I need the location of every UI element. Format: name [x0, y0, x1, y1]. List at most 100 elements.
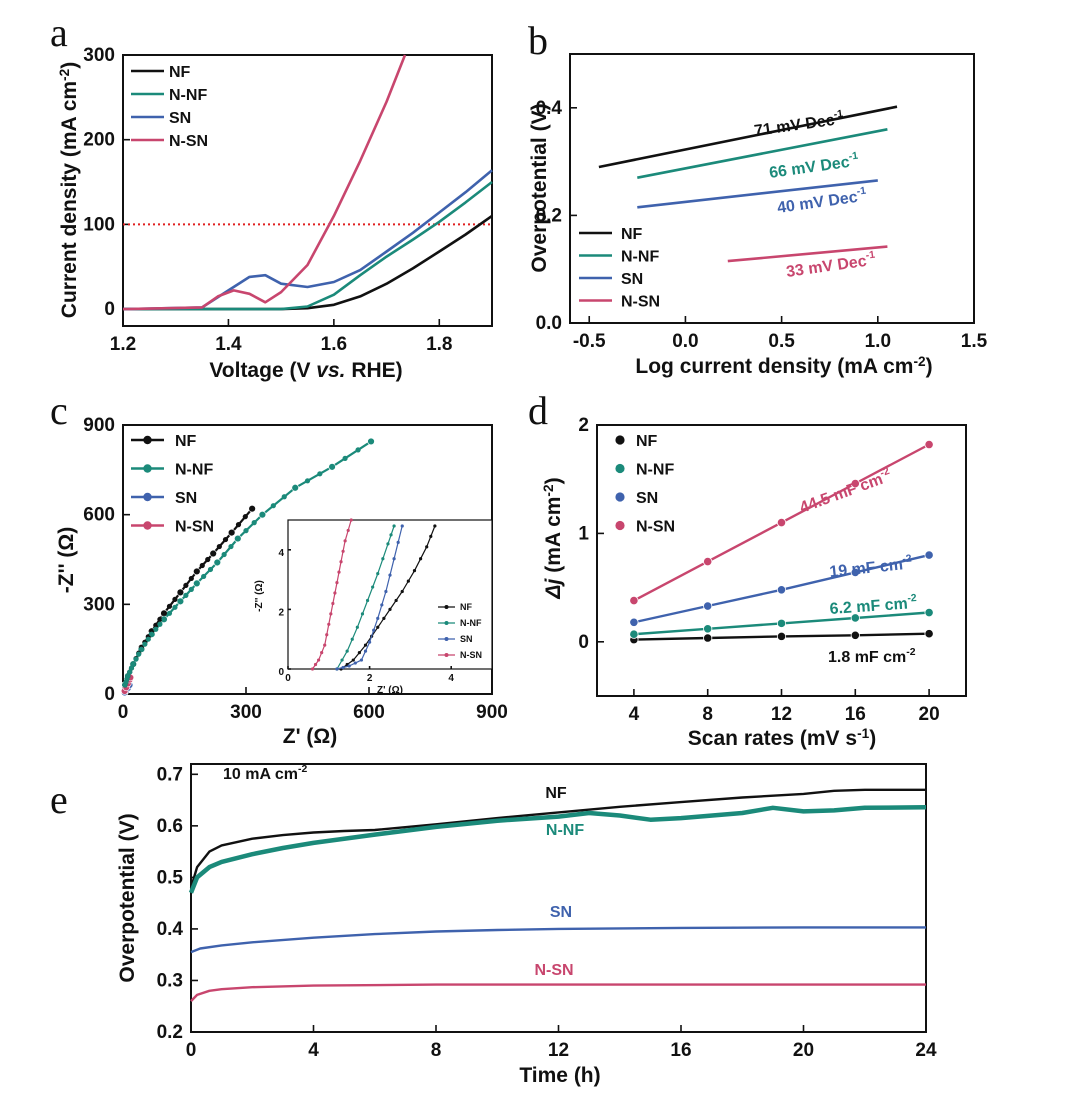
series-line-NF: [189, 788, 926, 889]
inset-data-point-N-SN: [310, 667, 315, 671]
legend-label-N-SN: N-SN: [169, 133, 208, 150]
x-axis-title: Time (h): [519, 1064, 600, 1087]
y-tick-label: 0.4: [157, 919, 184, 940]
chart-title: 10 mA cm-2: [223, 764, 307, 783]
inset-y-axis-title: -Z'' (Ω): [254, 580, 265, 612]
slope-annotation-SN-part: -2: [902, 553, 913, 565]
inset-data-point-SN: [372, 628, 376, 632]
y-tick-label: 0.5: [157, 867, 184, 888]
data-point-N-NF: [776, 618, 787, 628]
panel-label: c: [50, 388, 68, 433]
data-point-dense-N-NF: [235, 535, 241, 542]
y-tick-label: 600: [83, 505, 115, 526]
y-tick-label: 0: [104, 684, 115, 705]
x-tick-label: 1.5: [961, 331, 988, 352]
y-tick-label: 0.7: [157, 764, 183, 785]
data-point-dense-N-NF: [270, 503, 276, 509]
slope-annotation-N-SN-part: 44.5 mF cm: [798, 471, 886, 517]
data-point-dense-N-NF: [259, 512, 265, 518]
plot-frame: [569, 53, 975, 324]
inset-data-point-N-SN: [313, 662, 318, 667]
data-point-dense-N-NF: [188, 586, 194, 592]
inset-data-point-SN: [400, 524, 404, 528]
data-point-dense-N-NF: [157, 621, 163, 627]
x-tick-label: 1.4: [215, 334, 242, 355]
legend-marker-N-NF: [615, 463, 625, 474]
data-point-dense-N-NF: [142, 641, 148, 647]
inset-plot: 0 2 4 0 2 4 NF N-NF SN N-SN Z' (Ω) -Z'' (Ω): [254, 518, 493, 696]
x-axis-title: Log current density (mA cm-2): [635, 354, 932, 378]
slope-annotation-N-SN-part: -2: [879, 466, 892, 480]
y-axis-title: Overpotential (V): [528, 103, 551, 272]
data-point-dense-N-NF: [342, 455, 348, 461]
data-point-dense-N-NF: [304, 478, 311, 484]
data-point-SN: [850, 567, 860, 578]
series-line-N-SN: [727, 245, 888, 263]
y-tick-label: 1: [578, 523, 589, 544]
inset-data-point-N-NF: [389, 533, 393, 537]
legend-label-N-SN: N-SN: [621, 294, 660, 311]
inset-data-point-SN: [368, 640, 372, 644]
data-point-SN: [629, 617, 639, 627]
data-point-dense-NF: [205, 556, 211, 563]
data-point-dense-NF: [172, 596, 178, 602]
data-point-dense-NF: [153, 622, 159, 628]
data-point-dense-NF: [199, 562, 205, 569]
data-point-dense-N-NF: [214, 559, 220, 566]
inset-legend-marker-N-NF: [444, 621, 449, 625]
series-line-N-SN: [190, 983, 926, 1002]
y-tick-label: 0: [578, 632, 589, 653]
x-axis-title: Z' (Ω): [283, 725, 337, 748]
data-point-dense-N-NF: [149, 631, 155, 637]
x-tick-label: 12: [771, 704, 792, 725]
y-tick-label: 0.3: [157, 970, 183, 991]
inset-data-point-N-SN: [325, 633, 329, 637]
x-axis-title: Voltage (V vs. RHE): [209, 359, 402, 382]
x-tick-label: 300: [230, 702, 262, 723]
y-tick-label: 4: [278, 548, 284, 559]
y-tick-label: 0: [278, 667, 284, 678]
data-point-dense-NF: [157, 616, 163, 622]
series-line-N-NF: [188, 805, 927, 894]
x-axis-title-part: Voltage (V: [209, 359, 316, 382]
panel-label: b: [528, 18, 548, 63]
slope-annotation-N-NF-part: -1: [848, 151, 859, 163]
inset-x-axis-title: Z' (Ω): [377, 685, 403, 696]
inset-legend-label-N-NF: N-NF: [460, 618, 482, 628]
panel-c: c 0 300 600 900 0 300 600 900 NF N-NF SN N-SN Z' (Ω) -…: [50, 388, 508, 748]
data-point-dense-N-NF: [207, 566, 214, 573]
x-tick-label: 12: [548, 1040, 569, 1061]
y-axis-title: Current density (mA cm-2): [57, 62, 81, 318]
x-tick-label: 8: [702, 704, 713, 725]
data-point-dense-NF: [183, 582, 189, 589]
inset-data-point-SN: [335, 667, 339, 671]
data-point-dense-NF: [235, 522, 242, 528]
data-point-dense-N-NF: [133, 656, 139, 662]
legend-label-N-NF: N-NF: [175, 462, 213, 479]
inset-legend-label-N-SN: N-SN: [460, 650, 482, 660]
y-tick-label: 0: [104, 299, 115, 320]
x-tick-label: 4: [308, 1040, 319, 1061]
slope-annotation-N-NF: 6.2 mF cm-2: [829, 593, 918, 618]
data-point-dense-N-NF: [194, 580, 200, 587]
y-axis-title: Overpotential (V): [116, 813, 139, 982]
data-point-dense-N-NF: [183, 592, 189, 598]
data-point-dense-NF: [222, 536, 229, 543]
legend-label-NF: NF: [169, 64, 191, 81]
inset-data-point-SN: [359, 658, 364, 662]
data-point-dense-N-NF: [329, 464, 335, 470]
slope-annotation-N-NF-part: -2: [907, 593, 917, 605]
x-tick-label: 0: [186, 1040, 197, 1061]
data-point-dense-N-NF: [177, 598, 183, 604]
slope-annotation-SN-part: 40 mV Dec: [776, 189, 859, 217]
inset-data-point-NF: [429, 534, 433, 538]
inset-data-point-NF: [406, 579, 410, 583]
x-tick-label: 20: [793, 1040, 814, 1061]
series-line-N-SN: [122, 54, 407, 311]
inset-data-point-NF: [357, 651, 361, 655]
data-point-NF: [850, 630, 860, 640]
data-point-N-SN: [924, 439, 934, 450]
data-point-NF: [776, 631, 787, 641]
panel-e: e 0 4 8 12 16 20 24 0.2 0.3 0.4 0.5 0.6 0.7 10 mA cm-2…: [50, 763, 937, 1087]
